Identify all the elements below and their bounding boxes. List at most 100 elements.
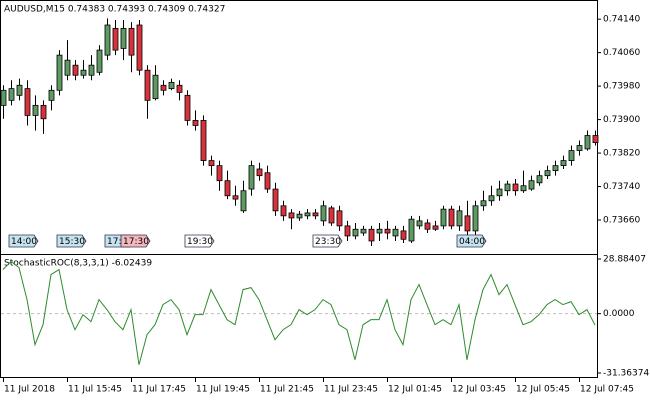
x-tick-label: 11 Jul 21:45: [260, 385, 314, 395]
candle-body: [376, 228, 383, 234]
candle-body: [352, 228, 359, 237]
candle-body: [424, 222, 431, 230]
candle-body: [496, 188, 503, 197]
candle-body: [456, 210, 463, 227]
y-tick-label: 0.73980: [603, 82, 640, 92]
candle-body: [368, 228, 375, 242]
candle-body: [0, 89, 7, 106]
candle-body: [112, 27, 119, 51]
candle-body: [8, 88, 15, 101]
candle-body: [416, 220, 423, 227]
candle-body: [552, 165, 559, 172]
candle-body: [16, 84, 23, 96]
candle-body: [264, 172, 271, 190]
candle-body: [584, 135, 591, 150]
candle-body: [24, 88, 31, 116]
candle-body: [168, 81, 175, 90]
time-marker-label: 17:30: [123, 237, 149, 247]
candle-body: [256, 168, 263, 177]
time-marker-label: 14:00: [11, 237, 37, 247]
x-tick-label: 12 Jul 07:45: [580, 385, 634, 395]
time-marker-label: 19:30: [187, 237, 213, 247]
candle-body: [536, 175, 543, 184]
candle-body: [544, 170, 551, 177]
candle-body: [200, 120, 207, 162]
candle-body: [592, 135, 599, 144]
candle-body: [272, 188, 279, 212]
candle-body: [88, 64, 95, 76]
candle-body: [72, 64, 79, 76]
x-tick-label: 12 Jul 05:45: [516, 385, 570, 395]
candle-body: [320, 205, 327, 222]
candle-body: [464, 215, 471, 232]
candle-body: [408, 218, 415, 242]
candle-body: [240, 190, 247, 212]
candle-body: [504, 183, 511, 192]
candle-body: [336, 210, 343, 227]
time-marker-label: 23:30: [315, 237, 341, 247]
y-tick-label: -31.36374: [603, 369, 649, 379]
y-tick-label: 0.74140: [603, 15, 640, 25]
time-marker: [8, 234, 39, 248]
candle-body: [528, 180, 535, 190]
time-marker: [120, 234, 151, 248]
x-tick-label: 11 Jul 15:45: [68, 385, 122, 395]
candle-body: [160, 84, 167, 91]
candle-body: [440, 208, 447, 227]
x-tick-label: 11 Jul 17:45: [132, 385, 186, 395]
candle-body: [56, 54, 63, 91]
candle-body: [176, 84, 183, 93]
candle-body: [576, 145, 583, 151]
candle-body: [192, 120, 199, 126]
candle-body: [104, 24, 111, 56]
candle-body: [392, 228, 399, 237]
candle-body: [432, 225, 439, 230]
x-tick-label: 11 Jul 23:45: [324, 385, 378, 395]
candle-body: [208, 160, 215, 167]
time-marker: [184, 234, 215, 248]
candle-body: [480, 200, 487, 207]
candle-body: [80, 69, 87, 76]
y-tick-label: 0.74060: [603, 48, 640, 58]
candle-body: [96, 49, 103, 73]
indicator-title: StochasticROC(8,3,3,1) -6.02439: [4, 259, 152, 269]
chart-title: AUDUSD,M15 0.74383 0.74393 0.74309 0.743…: [4, 5, 225, 15]
time-marker-label: 17:: [107, 237, 121, 247]
time-marker: [312, 234, 343, 248]
time-marker-label: 15:30: [59, 237, 85, 247]
candle-body: [120, 27, 127, 49]
time-marker: [456, 234, 487, 248]
x-tick-label: 11 Jul 19:45: [196, 385, 250, 395]
candle-body: [280, 205, 287, 217]
candle-body: [360, 228, 367, 234]
indicator-line: [2, 260, 596, 365]
y-tick-label: 0.73740: [603, 182, 640, 192]
time-marker-label: 04:00: [459, 237, 485, 247]
candle-body: [560, 160, 567, 167]
candle-body: [344, 225, 351, 237]
candle-body: [512, 183, 519, 192]
x-tick-label: 11 Jul 2018: [4, 385, 55, 395]
candle-body: [328, 207, 335, 224]
x-tick-label: 12 Jul 01:45: [388, 385, 442, 395]
candle-body: [224, 180, 231, 197]
candle-body: [216, 165, 223, 182]
candle-body: [296, 213, 303, 219]
y-tick-label: 0.73820: [603, 149, 640, 159]
time-marker: [56, 234, 87, 248]
y-tick-label: 0.0000: [603, 309, 635, 319]
candle-body: [128, 27, 135, 56]
candle-body: [40, 104, 47, 120]
x-tick-label: 12 Jul 03:45: [452, 385, 506, 395]
candle-body: [248, 165, 255, 190]
candle-body: [32, 104, 39, 116]
candle-body: [184, 94, 191, 121]
candle-body: [384, 228, 391, 234]
candle-body: [48, 89, 55, 101]
candle-body: [448, 208, 455, 227]
candle-body: [472, 205, 479, 232]
y-tick-label: 0.73900: [603, 115, 640, 125]
candle-body: [232, 195, 239, 200]
candle-body: [400, 230, 407, 240]
